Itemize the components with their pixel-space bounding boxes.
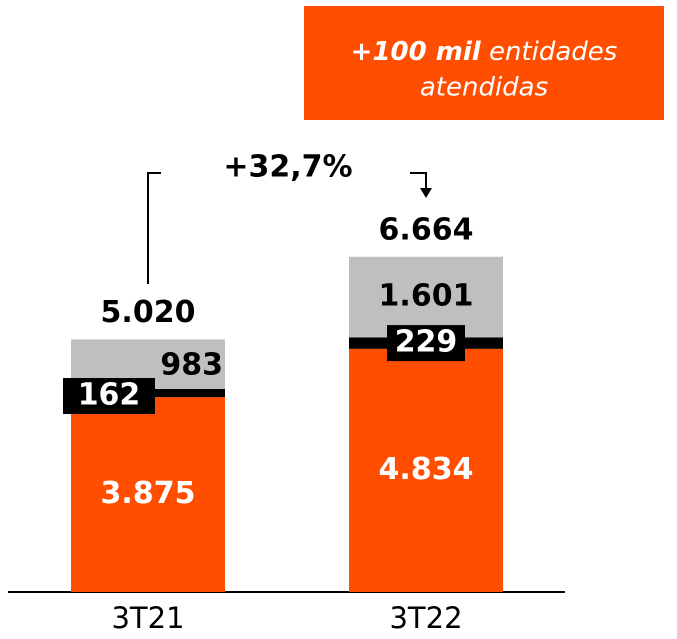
value-label: 229 <box>395 325 458 360</box>
bar-segment <box>349 348 503 592</box>
bar-segment <box>349 256 503 338</box>
value-label: 3.875 <box>101 476 196 511</box>
arrow-head <box>420 188 432 198</box>
bracket-right <box>410 172 427 190</box>
callout-box <box>304 6 664 120</box>
growth-label: +32,7% <box>223 150 352 185</box>
callout-text: atendidas <box>420 73 548 103</box>
value-label-box <box>63 378 155 415</box>
total-label: 5.020 <box>101 295 196 330</box>
value-label: 1.601 <box>379 278 474 313</box>
value-label: 983 <box>160 348 223 383</box>
value-label-box <box>387 325 465 362</box>
bar-segment <box>71 397 225 592</box>
callout-line: +100 mil entidades <box>351 37 618 67</box>
value-label: 162 <box>78 378 141 413</box>
callout-text: entidades <box>489 37 617 67</box>
x-tick-label: 3T22 <box>389 601 462 635</box>
bracket-left <box>147 172 161 284</box>
x-tick-label: 3T21 <box>111 601 184 635</box>
value-label: 4.834 <box>379 452 474 487</box>
callout-bold: +100 mil <box>351 37 482 67</box>
total-label: 6.664 <box>379 212 474 247</box>
